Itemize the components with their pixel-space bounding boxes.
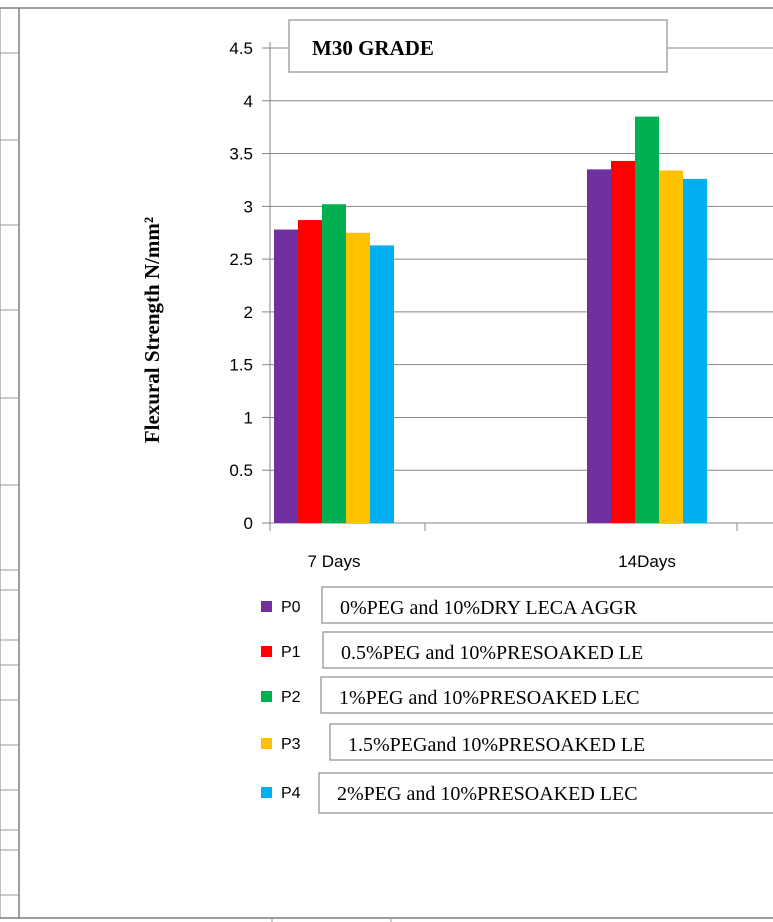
y-tick-label: 4.5 <box>229 39 253 58</box>
y-tick-label: 0.5 <box>229 461 253 480</box>
legend: P0 0%PEG and 10%DRY LECA AGGR P1 0.5%PEG an… <box>261 586 773 814</box>
y-tick-label: 3.5 <box>229 145 253 164</box>
page-frame <box>0 7 773 922</box>
legend-description-box <box>329 723 773 761</box>
bar-p4-1 <box>683 178 707 523</box>
legend-description-box <box>320 676 773 714</box>
legend-description-box <box>318 772 773 814</box>
bar-p1-0 <box>298 220 322 524</box>
y-tick-label: 3 <box>244 197 253 216</box>
x-tick-label: 14Days <box>618 552 676 571</box>
bar-p2-1 <box>635 116 659 523</box>
legend-key-p2: P2 <box>281 689 301 706</box>
legend-swatch-p3 <box>261 738 272 749</box>
legend-swatch-p2 <box>261 691 272 702</box>
x-tick-labels: 7 Days 14Days <box>308 552 676 571</box>
bar-p3-0 <box>346 232 370 523</box>
bar-p2-0 <box>322 204 346 523</box>
legend-key-p0: P0 <box>281 599 301 616</box>
legend-description-box <box>321 586 773 624</box>
legend-key-p1: P1 <box>281 644 301 661</box>
legend-swatch-p4 <box>261 787 272 798</box>
bar-p3-1 <box>659 170 683 523</box>
y-axis-label: Flexural Strength N/mm² <box>140 217 164 443</box>
y-tick-label: 2 <box>244 303 253 322</box>
legend-description-p4: 2%PEG and 10%PRESOAKED LEC <box>337 783 638 805</box>
bar-p4-0 <box>370 245 394 523</box>
y-tick-label: 0 <box>244 514 253 533</box>
legend-key-p4: P4 <box>281 785 301 802</box>
x-tick-label: 7 Days <box>308 552 361 571</box>
legend-description-p1: 0.5%PEG and 10%PRESOAKED LE <box>341 642 643 664</box>
y-tick-label: 1.5 <box>229 356 253 375</box>
legend-key-p3: P3 <box>281 736 301 753</box>
legend-swatch-p0 <box>261 601 272 612</box>
bar-p0-0 <box>274 229 298 524</box>
legend-description-p0: 0%PEG and 10%DRY LECA AGGR <box>340 597 638 619</box>
chart-title: M30 GRADE <box>312 36 434 60</box>
y-tick-label: 2.5 <box>229 250 253 269</box>
bars <box>274 116 707 524</box>
legend-description-p3: 1.5%PEGand 10%PRESOAKED LE <box>348 734 645 756</box>
y-tick-labels: 0 0.5 1 1.5 2 2.5 3 3.5 4 4.5 <box>229 39 253 533</box>
legend-description-box <box>322 631 773 669</box>
bar-p0-1 <box>587 169 611 523</box>
legend-description-p2: 1%PEG and 10%PRESOAKED LEC <box>339 687 640 709</box>
chart-title-box: M30 GRADE <box>288 19 668 73</box>
y-tick-label: 1 <box>244 408 253 427</box>
legend-swatch-p1 <box>261 646 272 657</box>
y-tick-label: 4 <box>244 92 253 111</box>
bar-p1-1 <box>611 160 635 523</box>
